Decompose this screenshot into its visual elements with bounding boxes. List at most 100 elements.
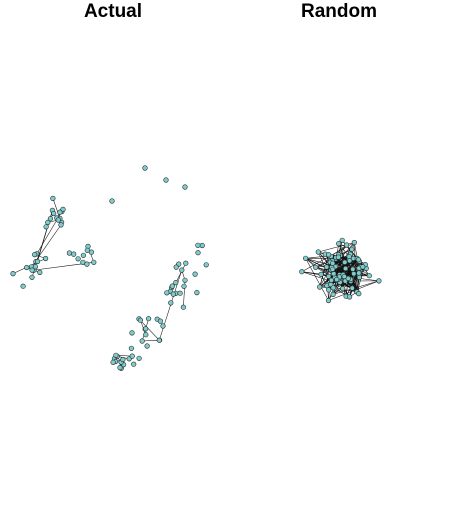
actual-node [110, 359, 116, 365]
actual-node [173, 264, 179, 270]
actual-node [139, 338, 145, 344]
random-node [303, 255, 309, 261]
random-node [325, 297, 332, 304]
actual-node [58, 222, 64, 228]
random-node [299, 269, 305, 275]
actual-node [157, 318, 163, 324]
random-node [330, 285, 336, 291]
actual-node [146, 316, 152, 322]
actual-node [195, 250, 201, 256]
random-node [326, 287, 332, 293]
actual-node [55, 217, 61, 223]
actual-node [43, 224, 49, 230]
random-node [326, 252, 332, 258]
random-node [351, 271, 357, 277]
random-node [342, 259, 348, 265]
random-node [356, 274, 363, 281]
actual-node [32, 264, 39, 270]
actual-node [47, 216, 54, 222]
actual-node [182, 277, 188, 283]
actual-node [32, 252, 38, 258]
actual-node [24, 264, 30, 271]
actual-node [128, 345, 134, 351]
random-node [330, 266, 336, 272]
actual-node [120, 356, 126, 363]
actual-node [156, 337, 162, 343]
actual-node [84, 261, 90, 267]
random-node [349, 285, 355, 291]
actual-node [29, 267, 35, 273]
random-node [366, 273, 372, 279]
actual-node [117, 365, 123, 371]
actual-node [195, 242, 201, 248]
actual-edge [142, 339, 160, 342]
actual-node [137, 317, 143, 323]
random-node [341, 273, 347, 280]
random-node [343, 265, 349, 272]
actual-node [183, 260, 189, 266]
random-node [335, 254, 342, 260]
actual-node [173, 280, 179, 286]
actual-node [182, 184, 188, 190]
actual-node [181, 283, 187, 289]
random-edge [354, 242, 358, 292]
actual-node [177, 290, 183, 296]
actual-node [10, 271, 16, 277]
actual-node [66, 250, 72, 256]
random-node [349, 246, 355, 252]
actual-node [29, 274, 35, 280]
actual-edge [138, 318, 160, 341]
random-node [334, 276, 340, 283]
actual-node [199, 242, 205, 249]
actual-node [168, 300, 174, 306]
actual-node [109, 198, 115, 204]
actual-node [164, 290, 170, 296]
actual-node [51, 210, 57, 217]
random-node [347, 294, 353, 300]
random-node [328, 277, 335, 283]
random-node [376, 278, 382, 284]
actual-node [57, 209, 63, 215]
random-node [340, 286, 346, 292]
random-network-nodes [299, 237, 382, 304]
actual-node [75, 256, 81, 262]
actual-node [143, 332, 149, 338]
actual-node [143, 326, 149, 332]
random-node [355, 257, 362, 263]
actual-node [20, 283, 26, 289]
random-node [317, 284, 323, 290]
random-node [360, 264, 366, 270]
random-node [324, 264, 330, 270]
random-edge [343, 274, 370, 276]
random-node [350, 266, 356, 272]
actual-node [160, 323, 166, 329]
random-edge [319, 273, 334, 288]
actual-node [142, 165, 148, 171]
random-edge [305, 258, 329, 301]
actual-node [84, 247, 90, 253]
random-edge [330, 244, 347, 257]
random-node [339, 237, 345, 243]
random-node [351, 239, 357, 246]
actual-node [50, 195, 56, 201]
actual-node [192, 271, 198, 277]
actual-node [180, 304, 186, 310]
actual-network-nodes [10, 165, 209, 371]
random-node [318, 271, 324, 278]
actual-node [203, 262, 209, 268]
random-node [336, 241, 342, 247]
actual-node [194, 290, 200, 296]
actual-node [144, 343, 150, 349]
actual-node [131, 361, 137, 367]
actual-node [45, 219, 51, 225]
random-node [356, 270, 362, 276]
random-node [356, 291, 362, 297]
actual-node [129, 353, 135, 359]
actual-node [163, 177, 169, 183]
actual-node [80, 252, 86, 258]
random-node [347, 258, 353, 264]
actual-node [169, 283, 175, 289]
random-node [331, 271, 337, 277]
actual-node [136, 355, 142, 361]
